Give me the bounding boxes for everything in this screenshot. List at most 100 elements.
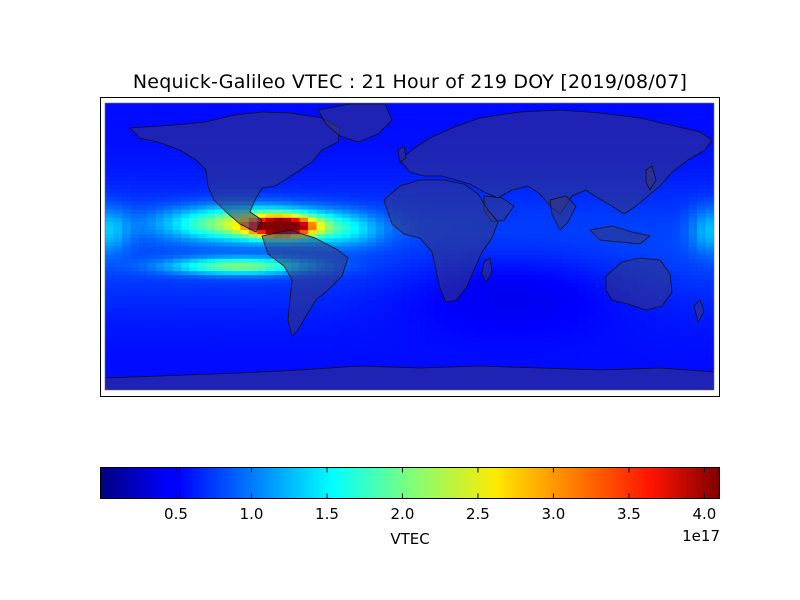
heatmap-cell: [206, 213, 216, 219]
heatmap-cell: [688, 357, 698, 362]
heatmap-cell: [468, 283, 478, 288]
heatmap-cell: [612, 349, 622, 354]
heatmap-cell: [341, 209, 351, 215]
heatmap-cell: [477, 328, 487, 333]
heatmap-cell: [688, 365, 698, 370]
heatmap-cell: [130, 164, 140, 169]
heatmap-cell: [189, 205, 199, 210]
heatmap-cell: [544, 291, 554, 297]
heatmap-cell: [206, 267, 216, 272]
heatmap-cell: [477, 332, 487, 338]
heatmap-cell: [155, 295, 165, 301]
heatmap-cell: [680, 262, 690, 268]
heatmap-cell: [629, 217, 639, 223]
heatmap-cell: [570, 238, 580, 243]
heatmap-cell: [417, 299, 427, 305]
heatmap-cell: [358, 344, 368, 350]
heatmap-cell: [401, 275, 410, 280]
heatmap-cell: [274, 209, 284, 215]
heatmap-cell: [527, 267, 537, 272]
heatmap-cell: [265, 336, 275, 342]
heatmap-cell: [654, 357, 664, 362]
heatmap-cell: [680, 230, 690, 235]
heatmap-cell: [426, 357, 436, 362]
heatmap-cell: [113, 230, 123, 235]
heatmap-cell: [705, 123, 714, 128]
heatmap-cell: [308, 361, 317, 366]
heatmap-cell: [265, 283, 275, 288]
heatmap-cell: [485, 312, 495, 317]
heatmap-cell: [511, 328, 520, 333]
heatmap-cell: [147, 152, 157, 157]
heatmap-cell: [121, 336, 131, 342]
heatmap-cell: [646, 103, 656, 108]
heatmap-cell: [155, 291, 165, 297]
heatmap-cell: [113, 103, 123, 108]
heatmap-cell: [578, 299, 588, 305]
heatmap-cell: [671, 275, 681, 280]
heatmap-cell: [333, 295, 343, 301]
heatmap-cell: [604, 357, 613, 362]
heatmap-cell: [417, 119, 427, 124]
heatmap-cell: [189, 336, 199, 342]
heatmap-cell: [189, 308, 199, 313]
heatmap-cell: [680, 291, 690, 297]
heatmap-cell: [375, 185, 385, 190]
heatmap-cell: [367, 340, 377, 346]
heatmap-cell: [155, 144, 165, 149]
heatmap-cell: [620, 226, 630, 231]
heatmap-cell: [578, 279, 588, 284]
heatmap-cell: [138, 160, 148, 165]
heatmap-cell: [189, 344, 199, 350]
heatmap-cell: [663, 361, 673, 366]
heatmap-cell: [172, 242, 182, 247]
heatmap-cell: [409, 308, 419, 313]
heatmap-cell: [401, 316, 410, 321]
heatmap-cell: [350, 230, 360, 235]
heatmap-cell: [451, 115, 461, 120]
heatmap-cell: [697, 254, 706, 260]
heatmap-cell: [308, 357, 317, 362]
heatmap-cell: [350, 246, 360, 251]
heatmap-cell: [595, 258, 605, 264]
heatmap-cell: [274, 357, 284, 362]
heatmap-cell: [519, 344, 529, 350]
heatmap-cell: [519, 316, 529, 321]
heatmap-cell: [240, 324, 250, 329]
heatmap-cell: [426, 316, 436, 321]
heatmap-cell: [536, 312, 546, 317]
heatmap-cell: [620, 324, 630, 329]
heatmap-cell: [121, 139, 131, 145]
heatmap-cell: [147, 287, 157, 292]
heatmap-cell: [181, 238, 190, 243]
heatmap-cell: [384, 328, 393, 333]
heatmap-cell: [494, 328, 503, 333]
heatmap-cell: [705, 217, 714, 223]
heatmap-cell: [553, 312, 563, 317]
heatmap-cell: [265, 353, 275, 358]
heatmap-cell: [240, 283, 250, 288]
heatmap-cell: [587, 340, 596, 346]
heatmap-cell: [341, 349, 351, 354]
heatmap-cell: [316, 357, 326, 362]
heatmap-cell: [705, 361, 714, 366]
heatmap-cell: [274, 308, 284, 313]
heatmap-cell: [595, 357, 605, 362]
heatmap-cell: [181, 361, 190, 366]
heatmap-cell: [629, 107, 639, 112]
heatmap-cell: [248, 258, 258, 264]
heatmap-cell: [392, 320, 402, 325]
heatmap-cell: [130, 144, 140, 149]
heatmap-cell: [663, 299, 673, 305]
heatmap-cell: [637, 230, 647, 235]
heatmap-cell: [705, 299, 714, 305]
heatmap-cell: [223, 234, 233, 239]
heatmap-cell: [130, 361, 140, 366]
heatmap-cell: [663, 176, 673, 182]
heatmap-cell: [392, 115, 402, 120]
heatmap-cell: [680, 336, 690, 342]
heatmap-cell: [231, 340, 241, 346]
heatmap-cell: [595, 246, 605, 251]
heatmap-cell: [663, 201, 673, 206]
heatmap-cell: [121, 193, 131, 198]
